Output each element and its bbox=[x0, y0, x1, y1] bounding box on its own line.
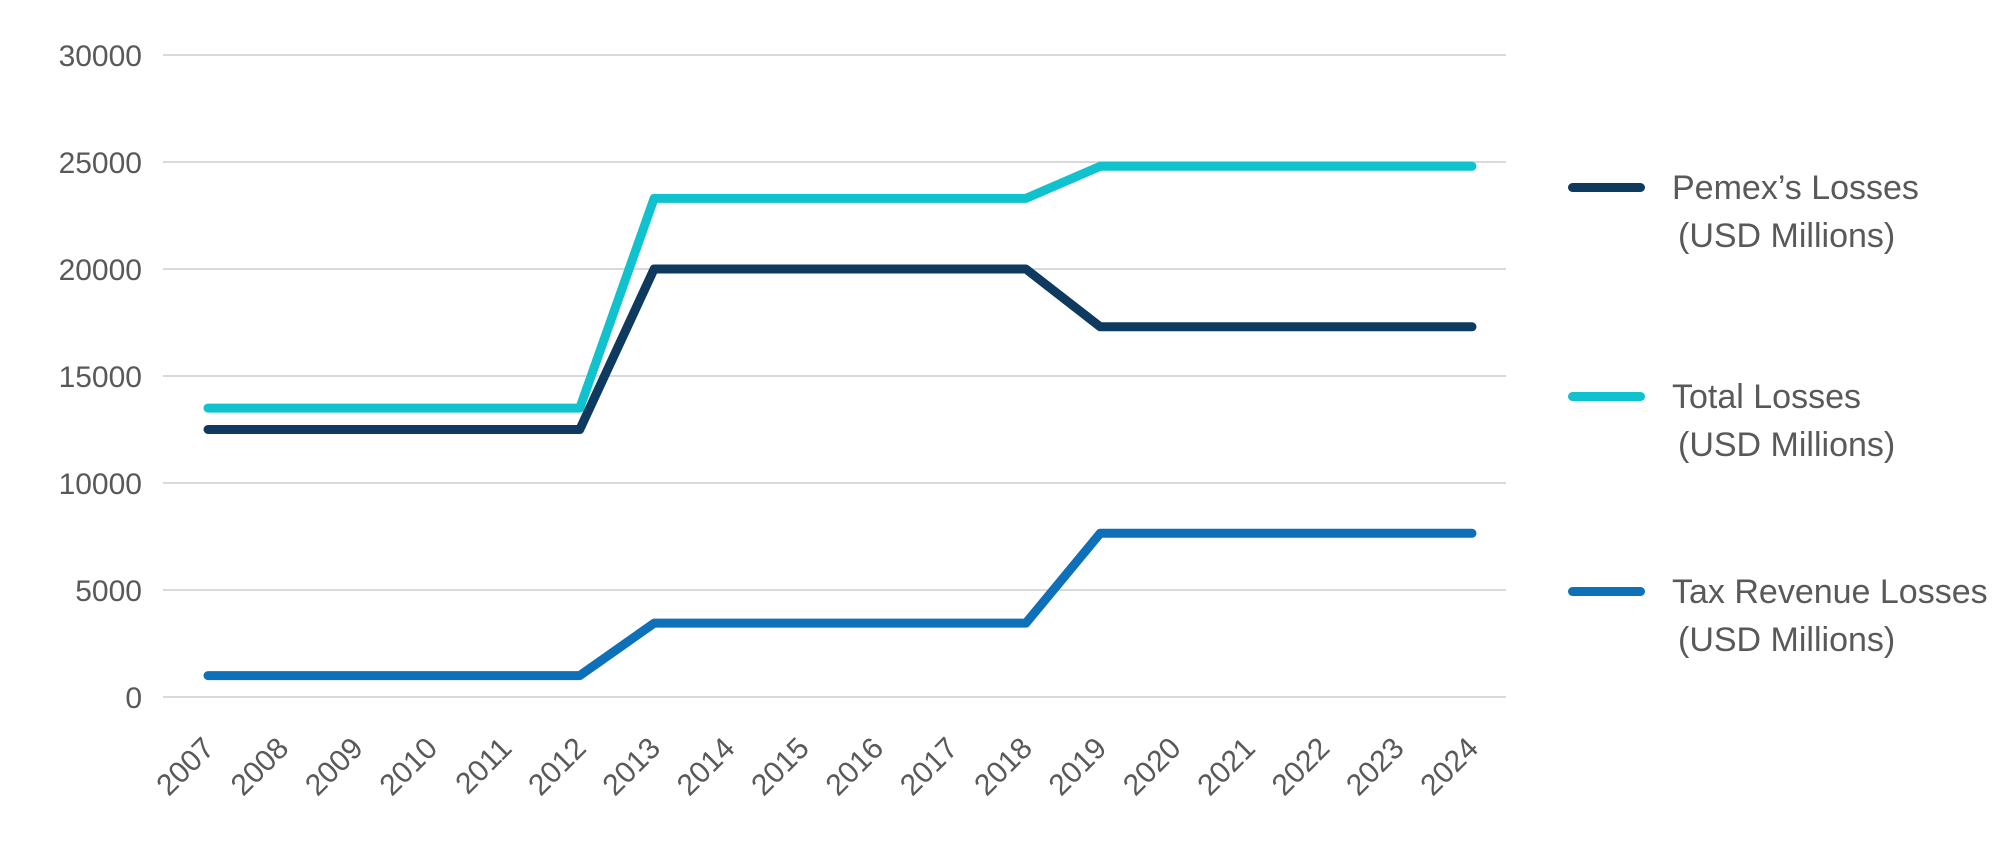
y-axis-tick-label: 5000 bbox=[75, 575, 142, 608]
series-line-total-losses bbox=[203, 161, 1477, 413]
y-axis-tick-label: 15000 bbox=[59, 361, 142, 394]
legend-swatch-tax-revenue-losses bbox=[1568, 587, 1645, 596]
y-axis-tick-label: 30000 bbox=[59, 40, 142, 73]
x-axis-tick-label: 2020 bbox=[1117, 732, 1188, 803]
y-axis-tick-label: 20000 bbox=[59, 254, 142, 287]
x-axis-tick-label: 2011 bbox=[449, 732, 518, 801]
y-axis-tick-label: 25000 bbox=[59, 147, 142, 180]
x-axis-tick-label: 2022 bbox=[1266, 732, 1337, 803]
legend-item-total-losses: Total Losses (USD Millions) bbox=[1568, 373, 1895, 469]
legend-label-total-losses: Total Losses (USD Millions) bbox=[1672, 373, 1895, 469]
legend-series-name: Tax Revenue Losses bbox=[1672, 573, 1988, 611]
x-axis-tick-label: 2018 bbox=[968, 732, 1039, 803]
legend-swatch-pemex-losses bbox=[1568, 183, 1645, 192]
legend-swatch-total-losses bbox=[1568, 392, 1645, 401]
x-axis-tick-label: 2023 bbox=[1340, 732, 1411, 803]
x-axis-tick-label: 2007 bbox=[150, 732, 221, 803]
x-axis-tick-label: 2008 bbox=[225, 732, 296, 803]
legend-series-name: Pemex’s Losses bbox=[1672, 169, 1919, 207]
x-axis-tick-label: 2019 bbox=[1043, 732, 1114, 803]
legend-label-pemex-losses: Pemex’s Losses (USD Millions) bbox=[1672, 164, 1919, 260]
x-axis-tick-label: 2016 bbox=[820, 732, 891, 803]
legend-series-name: Total Losses bbox=[1672, 378, 1861, 416]
chart-legend: Pemex’s Losses (USD Millions) Total Loss… bbox=[1568, 0, 1998, 849]
y-axis-tick-label: 0 bbox=[125, 682, 142, 715]
legend-series-unit: (USD Millions) bbox=[1678, 621, 1896, 659]
x-axis-tick-label: 2009 bbox=[299, 732, 370, 803]
y-axis-tick-label: 10000 bbox=[59, 468, 142, 501]
legend-series-unit: (USD Millions) bbox=[1678, 426, 1896, 464]
x-axis-tick-label: 2021 bbox=[1191, 732, 1262, 803]
x-axis-tick-label: 2013 bbox=[597, 732, 668, 803]
x-axis-tick-label: 2010 bbox=[373, 732, 444, 803]
series-line-pemex-s-losses bbox=[203, 264, 1477, 434]
x-axis-tick-label: 2017 bbox=[894, 732, 965, 803]
legend-item-pemex-losses: Pemex’s Losses (USD Millions) bbox=[1568, 164, 1919, 260]
series-line-tax-revenue-losses bbox=[203, 528, 1477, 681]
x-axis-tick-label: 2012 bbox=[522, 732, 593, 803]
legend-series-unit: (USD Millions) bbox=[1678, 217, 1896, 255]
x-axis-tick-label: 2024 bbox=[1414, 732, 1485, 803]
x-axis-tick-label: 2015 bbox=[745, 732, 816, 803]
legend-item-tax-revenue-losses: Tax Revenue Losses (USD Millions) bbox=[1568, 568, 1988, 664]
legend-label-tax-revenue-losses: Tax Revenue Losses (USD Millions) bbox=[1672, 568, 1988, 664]
x-axis-tick-label: 2014 bbox=[671, 732, 742, 803]
